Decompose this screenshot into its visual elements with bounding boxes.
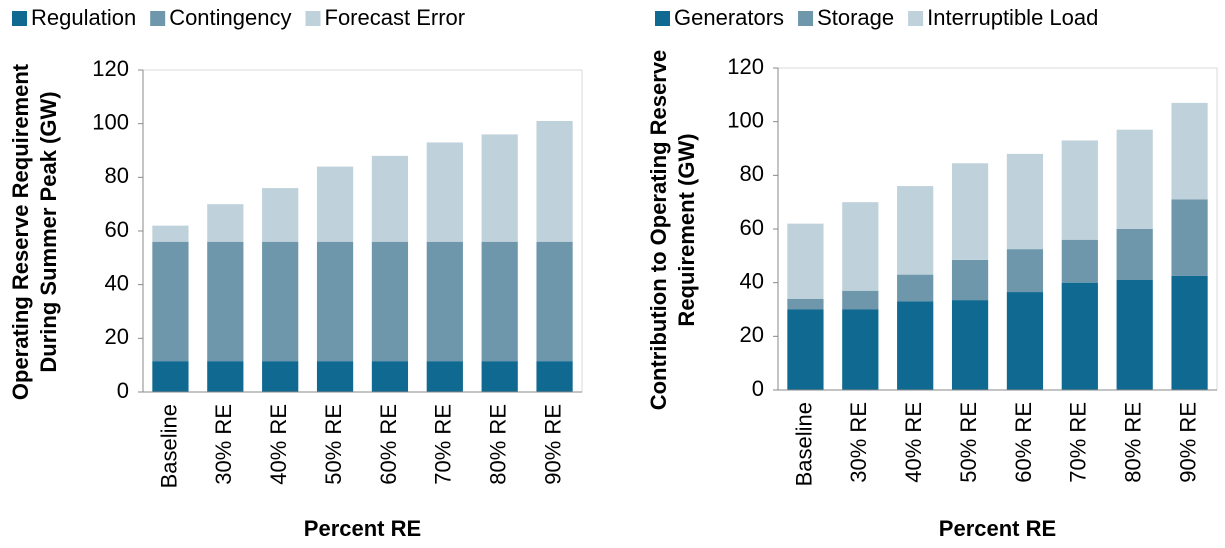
x-tick-label: 80% RE xyxy=(486,404,511,485)
y-tick-label: 0 xyxy=(117,378,129,403)
bar-segment xyxy=(371,361,409,392)
bar-segment xyxy=(951,300,989,390)
bar-segment xyxy=(951,259,989,301)
y-axis-title: Operating Reserve Requirement xyxy=(8,63,33,400)
x-axis-title: Percent RE xyxy=(939,516,1056,541)
bar-segment xyxy=(1171,275,1208,390)
bar-segment xyxy=(371,241,409,362)
y-axis-title: Requirement (GW) xyxy=(674,133,699,326)
x-tick-label: 90% RE xyxy=(540,404,565,485)
bar-segment xyxy=(481,361,518,392)
bar-segment xyxy=(787,309,824,390)
y-tick-label: 60 xyxy=(740,215,764,240)
bar-segment xyxy=(481,241,518,362)
legend-swatch xyxy=(798,11,814,26)
x-tick-label: 90% RE xyxy=(1175,402,1200,483)
legend-label: Storage xyxy=(817,5,894,30)
bar-segment xyxy=(897,186,934,275)
bar-segment xyxy=(842,290,879,310)
bar-segment xyxy=(787,223,824,299)
legend-swatch xyxy=(908,11,924,26)
legend-label: Interruptible Load xyxy=(927,5,1098,30)
x-tick-label: 30% RE xyxy=(211,404,236,485)
bar-segment xyxy=(426,142,463,242)
legend-swatch xyxy=(12,11,27,26)
bar-segment xyxy=(951,163,989,260)
y-axis-title: During Summer Peak (GW) xyxy=(36,91,61,372)
bar-segment xyxy=(536,120,573,242)
bar-segment xyxy=(316,361,354,392)
bar-segment xyxy=(152,241,189,362)
bar-segment xyxy=(262,241,299,362)
bar-segment xyxy=(262,188,299,242)
x-tick-label: 40% RE xyxy=(266,404,291,485)
bar-segment xyxy=(1061,239,1098,283)
y-tick-label: 80 xyxy=(740,161,764,186)
bar-segment xyxy=(316,166,354,242)
bar-segment xyxy=(426,361,463,392)
legend-label: Regulation xyxy=(31,5,136,30)
y-tick-label: 20 xyxy=(740,322,764,347)
bar-segment xyxy=(481,134,518,242)
bar-segment xyxy=(897,301,934,390)
y-tick-label: 120 xyxy=(92,56,129,81)
x-tick-label: 40% RE xyxy=(901,402,926,483)
y-tick-label: 40 xyxy=(105,270,129,295)
bar-segment xyxy=(1171,102,1208,200)
legend-label: Generators xyxy=(674,5,784,30)
x-tick-label: 70% RE xyxy=(1066,402,1091,483)
bar-segment xyxy=(1006,153,1044,250)
legend-swatch xyxy=(305,11,321,26)
x-tick-label: 70% RE xyxy=(431,404,456,485)
legend-label: Forecast Error xyxy=(325,5,466,30)
x-tick-label: 60% RE xyxy=(1011,402,1036,483)
bar-segment xyxy=(316,241,354,362)
bar-segment xyxy=(1116,229,1153,280)
bar-segment xyxy=(152,361,189,392)
y-tick-label: 80 xyxy=(105,163,129,188)
bar-segment xyxy=(1116,129,1153,229)
bar-segment xyxy=(842,202,879,291)
y-tick-label: 100 xyxy=(727,107,764,132)
bar-segment xyxy=(897,274,934,302)
bar-segment xyxy=(1116,279,1153,390)
x-tick-label: Baseline xyxy=(156,404,181,488)
bar-segment xyxy=(371,155,409,242)
legend-label: Contingency xyxy=(169,5,291,30)
bar-segment xyxy=(152,225,189,242)
bar-segment xyxy=(787,298,824,310)
bar-segment xyxy=(207,241,244,362)
x-tick-label: 30% RE xyxy=(846,402,871,483)
bar-segment xyxy=(426,241,463,362)
legend-swatch xyxy=(655,11,670,26)
bar-segment xyxy=(1006,292,1044,390)
bar-segment xyxy=(1006,249,1044,293)
bar-segment xyxy=(536,241,573,362)
bar-segment xyxy=(207,361,244,392)
bar-segment xyxy=(1061,140,1098,240)
x-tick-label: 50% RE xyxy=(956,402,981,483)
y-tick-label: 100 xyxy=(92,109,129,134)
legend-swatch xyxy=(150,11,166,26)
bar-segment xyxy=(842,309,879,390)
x-tick-label: 60% RE xyxy=(376,404,401,485)
y-tick-label: 40 xyxy=(740,268,764,293)
bar-segment xyxy=(262,361,299,392)
x-tick-label: 50% RE xyxy=(321,404,346,485)
y-tick-label: 120 xyxy=(727,54,764,79)
x-axis-title: Percent RE xyxy=(304,516,421,541)
bar-segment xyxy=(207,204,244,242)
y-tick-label: 60 xyxy=(105,217,129,242)
x-tick-label: Baseline xyxy=(791,402,816,486)
y-axis-title: Contribution to Operating Reserve xyxy=(646,50,671,411)
y-tick-label: 0 xyxy=(752,376,764,401)
bar-segment xyxy=(1061,282,1098,390)
bar-segment xyxy=(1171,199,1208,276)
bar-segment xyxy=(536,361,573,392)
y-tick-label: 20 xyxy=(105,324,129,349)
x-tick-label: 80% RE xyxy=(1121,402,1146,483)
